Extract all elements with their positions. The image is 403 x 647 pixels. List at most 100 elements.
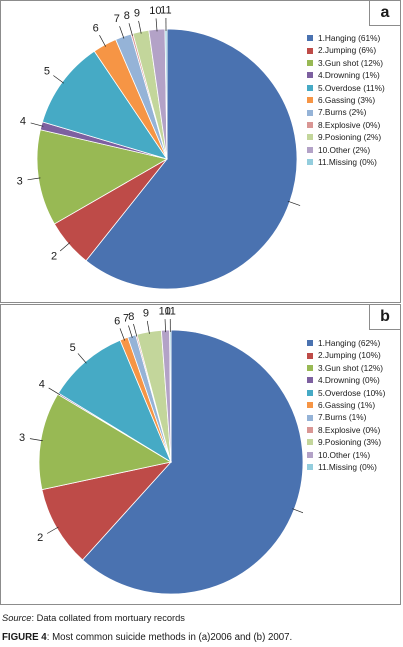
leader-line-9 — [138, 20, 142, 34]
legend-label: 7.Burns (2%) — [318, 107, 367, 118]
legend-swatch — [307, 414, 313, 421]
leader-line-1 — [287, 200, 301, 206]
leader-line-5 — [53, 75, 65, 84]
legend-label: 11.Missing (0%) — [318, 157, 377, 168]
legend-swatch — [307, 352, 313, 359]
slice-label-5: 5 — [70, 342, 76, 354]
slice-label-4: 4 — [39, 378, 45, 390]
legend-item-5: 5.Overdose (10%) — [307, 387, 385, 399]
leader-line-3 — [27, 177, 41, 181]
caption-text: : Most common suicide methods in (a)2006… — [46, 632, 293, 643]
figure-caption: FIGURE 4: Most common suicide methods in… — [2, 632, 292, 643]
legend-swatch — [307, 72, 313, 79]
legend-label: 9.Posioning (3%) — [318, 437, 382, 448]
legend-item-7: 7.Burns (1%) — [307, 411, 385, 423]
legend-item-9: 9.Posioning (2%) — [307, 131, 385, 143]
legend-item-5: 5.Overdose (11%) — [307, 82, 385, 94]
legend-item-8: 8.Explosive (0%) — [307, 119, 385, 131]
slice-label-6: 6 — [114, 315, 120, 327]
slice-label-5: 5 — [44, 65, 50, 77]
leader-line-2 — [59, 242, 71, 252]
legend-label: 6.Gassing (3%) — [318, 95, 376, 106]
legend-swatch — [307, 402, 313, 409]
slice-label-10: 10 — [149, 5, 161, 17]
legend-swatch — [307, 377, 313, 384]
legend-item-10: 10.Other (2%) — [307, 144, 385, 156]
legend-swatch — [307, 159, 313, 166]
caption-label: FIGURE 4 — [2, 632, 47, 643]
legend-item-11: 11.Missing (0%) — [307, 156, 385, 168]
slice-label-8: 8 — [128, 311, 134, 323]
legend-swatch — [307, 134, 313, 141]
legend-item-4: 4.Drowning (1%) — [307, 69, 385, 81]
slice-label-4: 4 — [20, 115, 26, 127]
slice-label-6: 6 — [93, 23, 99, 35]
slice-label-3: 3 — [19, 432, 25, 444]
slice-label-2: 2 — [51, 251, 57, 263]
leader-line-7 — [119, 26, 125, 39]
legend-label: 10.Other (1%) — [318, 449, 371, 460]
source-note: Source: Data collated from mortuary reco… — [2, 613, 185, 623]
leader-line-3 — [29, 438, 43, 442]
legend-swatch — [307, 47, 313, 54]
slice-label-3: 3 — [17, 175, 23, 187]
leader-line-8 — [133, 323, 138, 337]
legend-swatch — [307, 451, 313, 458]
legend-label: 7.Burns (1%) — [318, 412, 367, 423]
legend-swatch — [307, 60, 313, 67]
legend-item-7: 7.Burns (2%) — [307, 106, 385, 118]
leader-line-4 — [30, 122, 44, 127]
leader-line-4 — [48, 387, 60, 395]
legend-label: 5.Overdose (11%) — [318, 82, 385, 93]
slice-label-11: 11 — [160, 5, 171, 17]
legend-item-11: 11.Missing (0%) — [307, 461, 385, 473]
legend-item-1: 1.Hanging (62%) — [307, 337, 385, 349]
source-text: : Data collated from mortuary records — [31, 613, 185, 623]
chart-panel-b: 1234567891011 b 1.Hanging (62%)2.Jumping… — [0, 304, 401, 605]
legend-swatch — [307, 122, 313, 129]
leader-line-9 — [146, 320, 150, 334]
legend-label: 5.Overdose (10%) — [318, 387, 386, 398]
legend-label: 1.Hanging (62%) — [318, 338, 381, 348]
leader-line-1 — [292, 508, 303, 514]
legend-swatch — [307, 340, 313, 347]
slice-label-10: 10 — [159, 306, 171, 318]
leader-line-7 — [128, 325, 133, 338]
slice-label-9: 9 — [134, 8, 140, 20]
legend-label: 4.Drowning (1%) — [318, 70, 380, 81]
leader-line-6 — [99, 35, 106, 47]
leader-line-10 — [155, 18, 158, 32]
legend-label: 6.Gassing (1%) — [318, 400, 376, 411]
leader-line-8 — [128, 23, 133, 36]
legend-swatch — [307, 464, 313, 471]
legend-item-3: 3.Gun shot (12%) — [307, 362, 385, 374]
legend-item-2: 2.Jumping (6%) — [307, 44, 385, 56]
panel-label-b: b — [369, 305, 400, 330]
legend-swatch — [307, 427, 313, 434]
legend-label: 9.Posioning (2%) — [318, 132, 382, 143]
legend-label: 11.Missing (0%) — [318, 462, 377, 473]
panel-label-a: a — [369, 1, 400, 26]
leader-line-2 — [46, 526, 59, 534]
legend-item-3: 3.Gun shot (12%) — [307, 57, 385, 69]
legend-label: 3.Gun shot (12%) — [318, 57, 384, 68]
legend-b: 1.Hanging (62%) 2.Jumping (10%) 3.Gun shot… — [307, 337, 385, 473]
legend-swatch — [307, 35, 313, 42]
legend-label: 10.Other (2%) — [318, 144, 371, 155]
legend-label: 2.Jumping (6%) — [318, 45, 377, 56]
slice-label-11: 11 — [164, 306, 175, 318]
legend-item-4: 4.Drowning (0%) — [307, 374, 385, 386]
source-prefix: Source — [2, 613, 32, 623]
legend-label: 3.Gun shot (12%) — [318, 362, 384, 373]
legend-swatch — [307, 389, 313, 396]
slice-label-9: 9 — [143, 308, 149, 320]
leader-line-5 — [77, 353, 87, 364]
legend-item-1: 1.Hanging (61%) — [307, 32, 385, 44]
legend-swatch — [307, 109, 313, 116]
legend-item-6: 6.Gassing (3%) — [307, 94, 385, 106]
slice-label-7: 7 — [114, 13, 120, 25]
legend-swatch — [307, 146, 313, 153]
legend-swatch — [307, 439, 313, 446]
pie-chart-b: 1234567891011 — [19, 306, 303, 595]
legend-item-8: 8.Explosive (0%) — [307, 424, 385, 436]
